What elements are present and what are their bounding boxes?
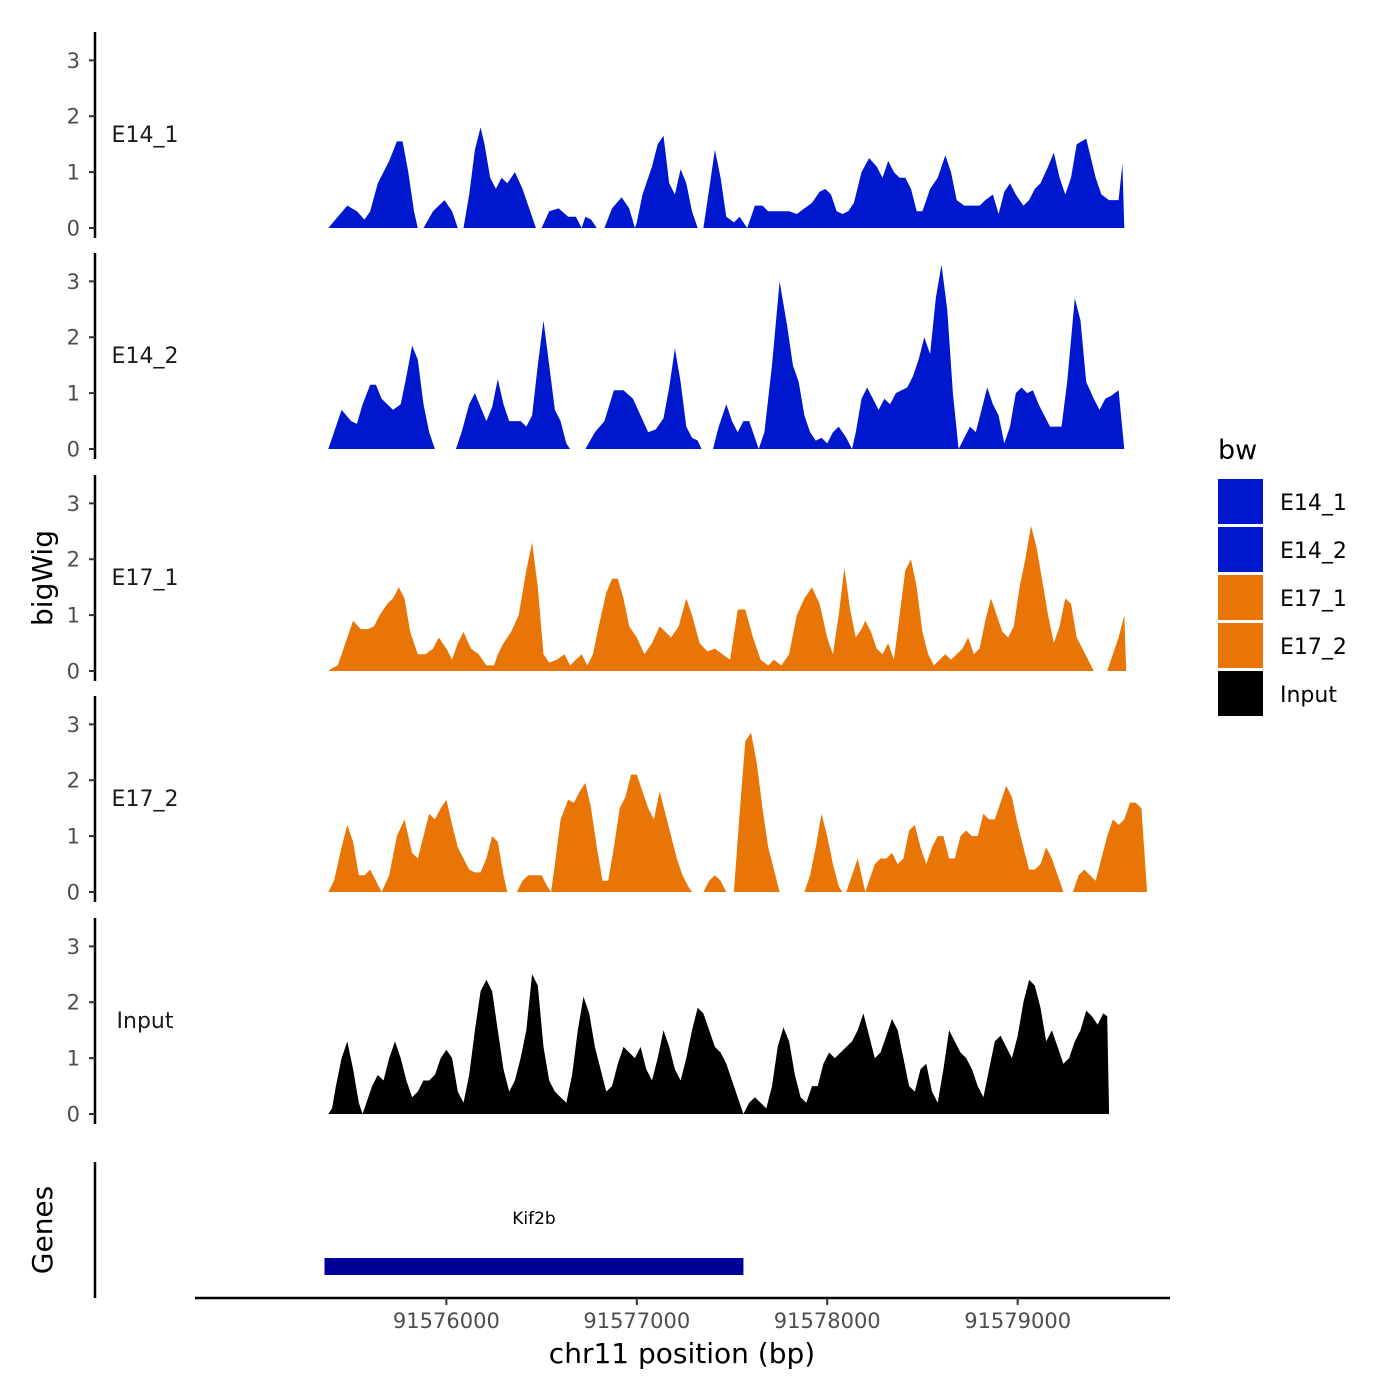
y-tick-label: 0 [67,217,80,241]
gene-bar[interactable] [324,1258,744,1275]
y-tick-label: 3 [67,492,80,516]
y-tick-label: 2 [67,769,80,793]
coverage-area-E17_2 [846,785,1064,892]
y-tick-label: 0 [67,881,80,905]
legend-key-Input [1218,671,1263,716]
legend-key-E17_1 [1218,575,1263,620]
y-tick-label: 0 [67,660,80,684]
coverage-area-E14_1 [423,200,458,228]
coverage-area-E14_1 [703,138,1125,228]
y-tick-label: 2 [67,326,80,350]
track-label: E17_2 [112,787,179,812]
coverage-area-E14_2 [585,348,702,449]
y-tick-label: 3 [67,270,80,294]
legend-title: bw [1218,435,1257,466]
legend-label: E17_1 [1280,587,1347,612]
y-tick-label: 1 [67,1047,80,1071]
track-E17_1: 0 1 2 3 E17_1 [67,475,1127,684]
gene-label: Kif2b [512,1209,555,1229]
genes-panel: Genes Kif2b [26,1162,744,1298]
y-tick-label: 1 [67,604,80,628]
x-axis: 91576000 91577000 91578000 91579000 [195,1296,1170,1333]
legend-label: E14_1 [1280,491,1347,516]
coverage-area-E17_2 [1072,802,1148,892]
coverage-area-E17_2 [733,732,780,892]
track-label: E14_2 [112,344,179,369]
legend-key-E17_2 [1218,623,1263,668]
legend-label: Input [1280,683,1337,708]
coverage-area-E14_1 [328,141,418,228]
legend-label: E17_2 [1280,635,1347,660]
y-tick-label: 2 [67,991,80,1015]
coverage-area-E17_2 [328,799,508,892]
coverage-area-E14_2 [713,264,1125,449]
y-tick-label: 3 [67,935,80,959]
y-tick-label: 3 [67,713,80,737]
y-tick-label: 3 [67,49,80,73]
x-tick-label: 91579000 [964,1309,1071,1333]
y-axis-title: bigWig [26,530,59,626]
y-tick-label: 2 [67,548,80,572]
track-label: E14_1 [112,123,179,148]
coverage-area-E17_2 [516,774,692,892]
y-tick-label: 1 [67,825,80,849]
y-tick-label: 1 [67,382,80,406]
track-E17_2: 0 1 2 3 E17_2 [67,696,1148,905]
track-label: E17_1 [112,566,179,591]
coverage-tracks: 0 1 2 3 E14_1 0 1 2 3 E14_2 0 1 2 3 E17_1 0 1 2 3 E17_2 0 1 2 3… [67,32,1148,1127]
x-tick-label: 91577000 [583,1309,690,1333]
x-axis-title: chr11 position (bp) [549,1337,815,1370]
y-tick-label: 2 [67,105,80,129]
coverage-area-E14_1 [604,135,698,228]
coverage-area-E17_2 [804,813,843,892]
legend: bw E14_1 E14_2 E17_1 E17_2 Input [1218,435,1347,716]
coverage-area-Input [328,974,1110,1114]
track-E14_2: 0 1 2 3 E14_2 [67,253,1125,462]
y-tick-label: 0 [67,438,80,462]
x-tick-label: 91576000 [393,1309,500,1333]
coverage-area-E14_1 [463,127,536,228]
y-tick-label: 1 [67,161,80,185]
genes-axis-title: Genes [26,1186,59,1274]
coverage-area-E17_2 [703,875,727,892]
coverage-area-E14_2 [455,320,571,449]
coverage-area-E14_1 [541,208,597,228]
track-Input: 0 1 2 3 Input [67,918,1110,1127]
legend-key-E14_2 [1218,527,1263,572]
legend-key-E14_1 [1218,479,1263,524]
x-tick-label: 91578000 [774,1309,881,1333]
legend-label: E14_2 [1280,539,1347,564]
coverage-area-E17_1 [328,525,1094,671]
track-label: Input [117,1009,174,1034]
coverage-area-E17_1 [1107,615,1127,671]
track-E14_1: 0 1 2 3 E14_1 [67,32,1125,241]
y-tick-label: 0 [67,1103,80,1127]
coverage-area-E14_2 [328,345,435,449]
